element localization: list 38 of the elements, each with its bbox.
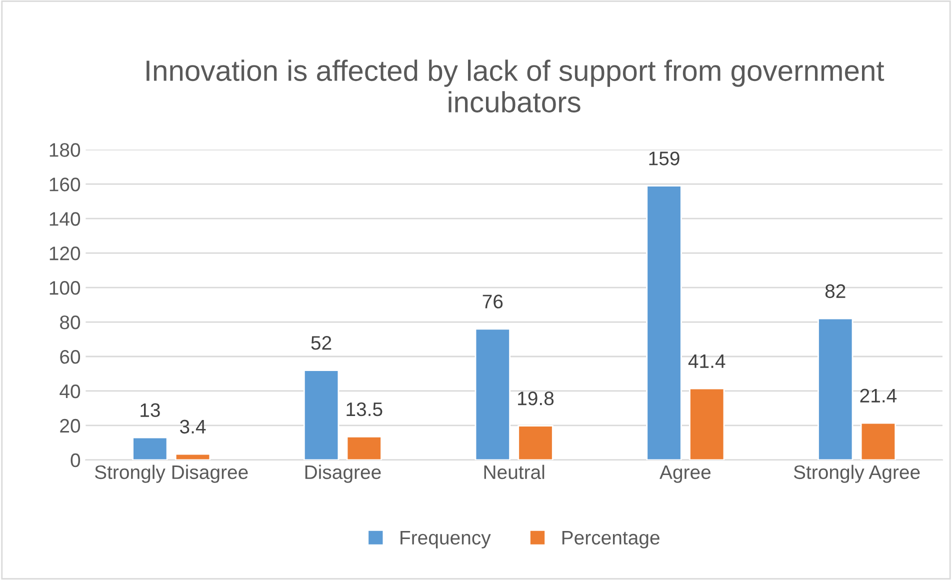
data-label: 13	[140, 403, 160, 418]
bar	[346, 436, 382, 460]
bar	[518, 425, 554, 460]
data-label: 52	[311, 336, 332, 350]
bar	[860, 422, 896, 460]
y-tick-label: 100	[50, 281, 80, 295]
y-tick-label: 60	[60, 350, 80, 364]
data-label: 159	[649, 152, 680, 166]
data-label: 3.4	[180, 420, 206, 434]
data-label: 82	[825, 284, 846, 298]
bar	[474, 328, 510, 460]
y-tick-label: 180	[50, 143, 80, 157]
data-label: 76	[482, 294, 503, 308]
x-tick-label: Strongly Disagree	[94, 464, 248, 483]
bar	[132, 436, 168, 460]
bar	[818, 318, 854, 460]
y-tick-label: 20	[60, 418, 80, 433]
data-label: 19.8	[518, 392, 554, 406]
y-tick-label: 120	[50, 246, 80, 260]
x-tick-label: Strongly Agree	[794, 464, 920, 483]
x-tick-label: Agree	[660, 466, 711, 483]
data-label: 13.5	[346, 402, 382, 416]
data-label: 41.4	[688, 354, 726, 368]
bar	[303, 370, 340, 460]
legend-label: Frequency	[400, 531, 491, 548]
data-label: 21.4	[860, 388, 897, 402]
y-tick-label: 40	[60, 384, 80, 398]
x-tick-label: Disagree	[305, 464, 381, 483]
bar	[646, 185, 682, 460]
x-tick-label: Neutral	[484, 464, 544, 480]
bar	[174, 453, 211, 460]
legend-label: Percentage	[562, 531, 660, 548]
bar	[689, 388, 725, 460]
y-tick-label: 80	[60, 315, 80, 330]
y-tick-label: 0	[70, 453, 80, 468]
y-tick-label: 140	[50, 212, 80, 226]
y-tick-label: 160	[50, 178, 80, 192]
chart-title: Innovation is affected by lack of support from government incubators	[146, 60, 884, 112]
